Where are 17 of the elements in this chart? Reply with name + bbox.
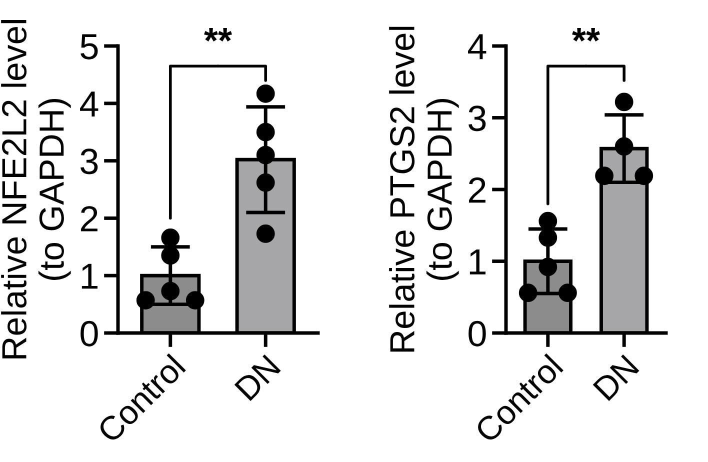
x-tick-label: DN [234, 354, 281, 401]
y-tick-label: 0 [80, 320, 98, 346]
y-tick-label: 0 [468, 320, 486, 346]
y-tick-label: 4 [468, 34, 486, 60]
text: ** [572, 28, 600, 42]
y-tick-label: 1 [82, 264, 98, 289]
y-tick-label: 2 [468, 177, 486, 203]
y-tick-label: 4 [80, 92, 98, 116]
y-tick-label: 3 [80, 148, 98, 174]
text: ** [204, 28, 232, 42]
y-tick-label: 3 [468, 106, 486, 132]
x-tick-label: DN [592, 354, 640, 401]
y-tick-label: 2 [80, 206, 98, 232]
y-tick-label: 1 [470, 249, 486, 274]
y-axis-title: Relative PTGS2 level (to GAPDH) [389, 26, 459, 352]
y-axis-title: Relative NFE2L2 level (to GAPDH) [1, 20, 71, 358]
y-tick-label: 5 [80, 34, 98, 60]
